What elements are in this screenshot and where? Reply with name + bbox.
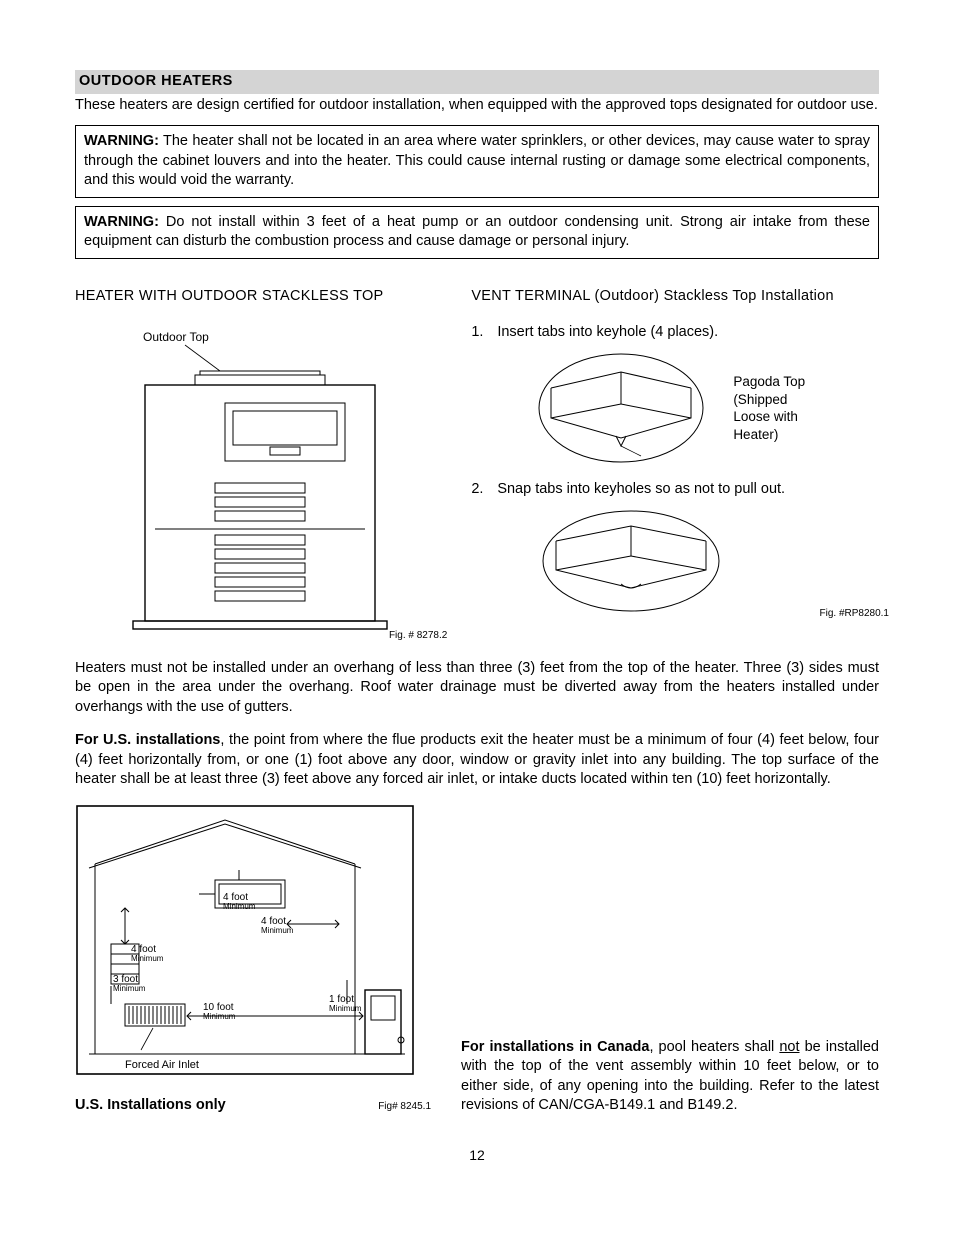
svg-text:Minimum: Minimum <box>223 902 256 911</box>
snap-figure: Fig. #RP8280.1 <box>521 506 879 623</box>
pagoda-figure-row: Pagoda Top (Shipped Loose with Heater) <box>521 348 879 468</box>
right-column: VENT TERMINAL (Outdoor) Stackless Top In… <box>471 287 879 643</box>
pagoda-line: (Shipped <box>733 392 787 407</box>
us-lead: For U.S. installations <box>75 732 220 748</box>
fig-caption-bottom: Fig# 8245.1 <box>378 1100 431 1114</box>
canada-not: not <box>779 1039 799 1055</box>
step-text: Snap tabs into keyholes so as not to pul… <box>497 480 785 500</box>
pagoda-label: Pagoda Top (Shipped Loose with Heater) <box>733 373 805 443</box>
warning-text: The heater shall not be located in an ar… <box>84 133 870 188</box>
step-num: 1. <box>471 323 497 343</box>
fig-caption-left: Fig. # 8278.2 <box>389 629 447 643</box>
canada-lead: For installations in Canada <box>461 1039 649 1055</box>
warning-lead: WARNING: <box>84 214 159 230</box>
section-header: OUTDOOR HEATERS <box>75 70 879 94</box>
pagoda-line: Pagoda Top <box>733 374 805 389</box>
figure-row: HEATER WITH OUTDOOR STACKLESS TOP Outdoo… <box>75 287 879 643</box>
left-column: HEATER WITH OUTDOOR STACKLESS TOP Outdoo… <box>75 287 451 643</box>
canada-paragraph: For installations in Canada, pool heater… <box>461 1038 879 1116</box>
us-paragraph: For U.S. installations, the point from w… <box>75 731 879 790</box>
pagoda-line: Loose with <box>733 409 798 424</box>
step-text: Insert tabs into keyhole (4 places). <box>497 323 718 343</box>
page-number: 12 <box>75 1146 879 1165</box>
warning-text: Do not install within 3 feet of a heat p… <box>84 214 870 250</box>
pagoda-line: Heater) <box>733 427 778 442</box>
svg-text:Minimum: Minimum <box>261 926 294 935</box>
clearance-diagram: 4 foot Minimum 4 foot Minimum 4 foot Min… <box>75 804 415 1084</box>
right-title: VENT TERMINAL (Outdoor) Stackless Top In… <box>471 287 879 307</box>
pagoda-svg-1 <box>521 348 721 468</box>
svg-text:Minimum: Minimum <box>131 954 164 963</box>
warning-box-2: WARNING: Do not install within 3 feet of… <box>75 206 879 259</box>
svg-text:Minimum: Minimum <box>203 1012 236 1021</box>
fig-caption-right: Fig. #RP8280.1 <box>820 607 890 621</box>
svg-text:Minimum: Minimum <box>113 984 146 993</box>
step-num: 2. <box>471 480 497 500</box>
warning-lead: WARNING: <box>84 133 159 149</box>
us-only-label: U.S. Installations only <box>75 1096 226 1116</box>
warning-box-1: WARNING: The heater shall not be located… <box>75 125 879 198</box>
canada-text-1: , pool heaters shall <box>649 1039 779 1055</box>
heater-figure: Outdoor Top <box>75 323 451 643</box>
pagoda-svg-2 <box>521 506 741 616</box>
intro-text: These heaters are design certified for o… <box>75 96 879 116</box>
svg-text:Minimum: Minimum <box>329 1004 362 1013</box>
step-1: 1. Insert tabs into keyhole (4 places). <box>471 323 879 343</box>
svg-text:Forced Air Inlet: Forced Air Inlet <box>125 1059 199 1071</box>
heater-svg: Outdoor Top <box>75 323 435 643</box>
left-title: HEATER WITH OUTDOOR STACKLESS TOP <box>75 287 451 307</box>
bottom-left: 4 foot Minimum 4 foot Minimum 4 foot Min… <box>75 804 431 1116</box>
step-2: 2. Snap tabs into keyholes so as not to … <box>471 480 879 500</box>
overhang-paragraph: Heaters must not be installed under an o… <box>75 659 879 718</box>
outdoor-top-label: Outdoor Top <box>143 330 209 344</box>
bottom-row: 4 foot Minimum 4 foot Minimum 4 foot Min… <box>75 804 879 1116</box>
